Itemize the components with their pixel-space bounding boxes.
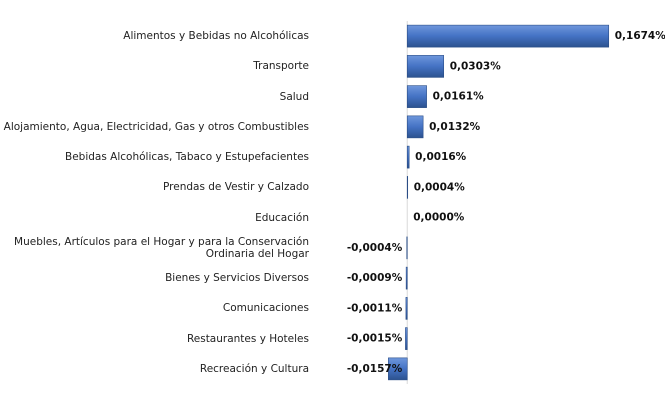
value-label: -0,0009% — [347, 272, 403, 284]
category-label: Educación — [255, 211, 309, 224]
category-label: Muebles, Artículos para el Hogar y para … — [14, 235, 309, 260]
value-label: 0,0161% — [433, 91, 485, 103]
value-label: 0,0016% — [415, 151, 467, 163]
bar — [406, 115, 424, 139]
category-label: Prendas de Vestir y Calzado — [163, 181, 309, 194]
bar — [405, 266, 408, 290]
category-label: Restaurantes y Hoteles — [186, 332, 309, 345]
category-label: Alimentos y Bebidas no Alcohólicas — [123, 30, 309, 43]
bar — [406, 85, 427, 108]
value-label: -0,0004% — [347, 242, 403, 254]
value-label: -0,0157% — [347, 363, 403, 375]
category-label: Transporte — [253, 60, 309, 73]
bar — [406, 145, 410, 169]
bar — [405, 327, 408, 350]
category-label: Recreación y Cultura — [199, 362, 309, 375]
value-label: 0,0000% — [413, 212, 465, 224]
value-label: -0,0015% — [347, 333, 403, 345]
category-label: Bienes y Servicios Diversos — [165, 272, 309, 285]
category-label: Alojamiento, Agua, Electricidad, Gas y o… — [3, 120, 309, 133]
value-label: -0,0011% — [347, 302, 403, 314]
bar — [406, 24, 610, 48]
category-label: Bebidas Alcohólicas, Tabaco y Estupefaci… — [65, 151, 309, 164]
category-label: Comunicaciones — [222, 302, 309, 315]
bar — [406, 55, 445, 78]
bar — [405, 297, 408, 320]
value-label: 0,1674% — [615, 30, 665, 42]
value-label: 0,0303% — [450, 60, 502, 72]
category-label: Salud — [279, 90, 309, 103]
value-label: 0,0132% — [429, 121, 481, 133]
value-label: 0,0004% — [414, 181, 466, 193]
bar — [388, 357, 408, 381]
